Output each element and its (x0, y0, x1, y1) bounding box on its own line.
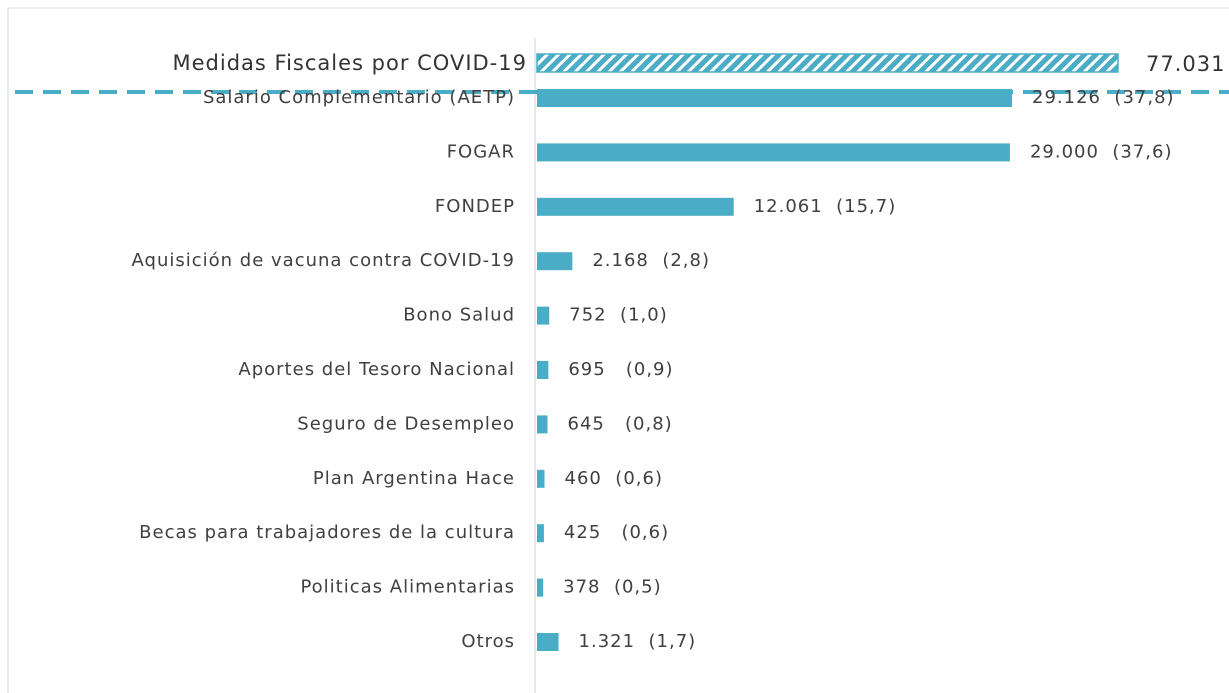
bar (537, 469, 545, 488)
category-label: Bono Salud (403, 305, 515, 326)
category-label: FOGAR (447, 141, 515, 162)
value-label: 2.168 (2,8) (592, 250, 710, 271)
bar (537, 252, 573, 271)
value-label: 695 (0,9) (568, 359, 673, 380)
bar (537, 415, 548, 434)
total-label: Medidas Fiscales por COVID-19 (173, 51, 527, 75)
category-label: Becas para trabajadores de la cultura (139, 522, 515, 543)
category-label: FONDEP (435, 196, 515, 217)
value-label: 12.061 (15,7) (754, 196, 897, 217)
value-label: 752 (1,0) (569, 305, 667, 326)
category-label: Politicas Alimentarias (300, 577, 515, 598)
bar (537, 524, 544, 543)
value-label: 1.321 (1,7) (579, 631, 697, 652)
category-label: Aportes del Tesoro Nacional (238, 359, 515, 380)
bar (537, 89, 1012, 107)
value-label: 645 (0,8) (568, 413, 673, 434)
bar (537, 578, 544, 597)
value-label: 460 (0,6) (565, 468, 663, 489)
category-label: Aquisición de vacuna contra COVID-19 (132, 250, 515, 271)
category-label: Plan Argentina Hace (313, 468, 515, 489)
bar (537, 197, 734, 216)
bar (537, 361, 549, 379)
total-value-label: 77.031 (1146, 52, 1225, 76)
category-label: Seguro de Desempleo (297, 413, 515, 434)
value-label: 378 (0,5) (563, 577, 661, 598)
value-label: 425 (0,6) (564, 522, 669, 543)
bar (537, 306, 550, 325)
bar (537, 143, 1010, 162)
value-label: 29.000 (37,6) (1030, 141, 1173, 162)
value-label: 29.126 (37,8) (1032, 87, 1175, 108)
category-label: Otros (461, 631, 515, 652)
bar (537, 633, 559, 651)
category-label: Salario Complementario (AETP) (203, 87, 515, 108)
total-bar (536, 53, 1119, 73)
